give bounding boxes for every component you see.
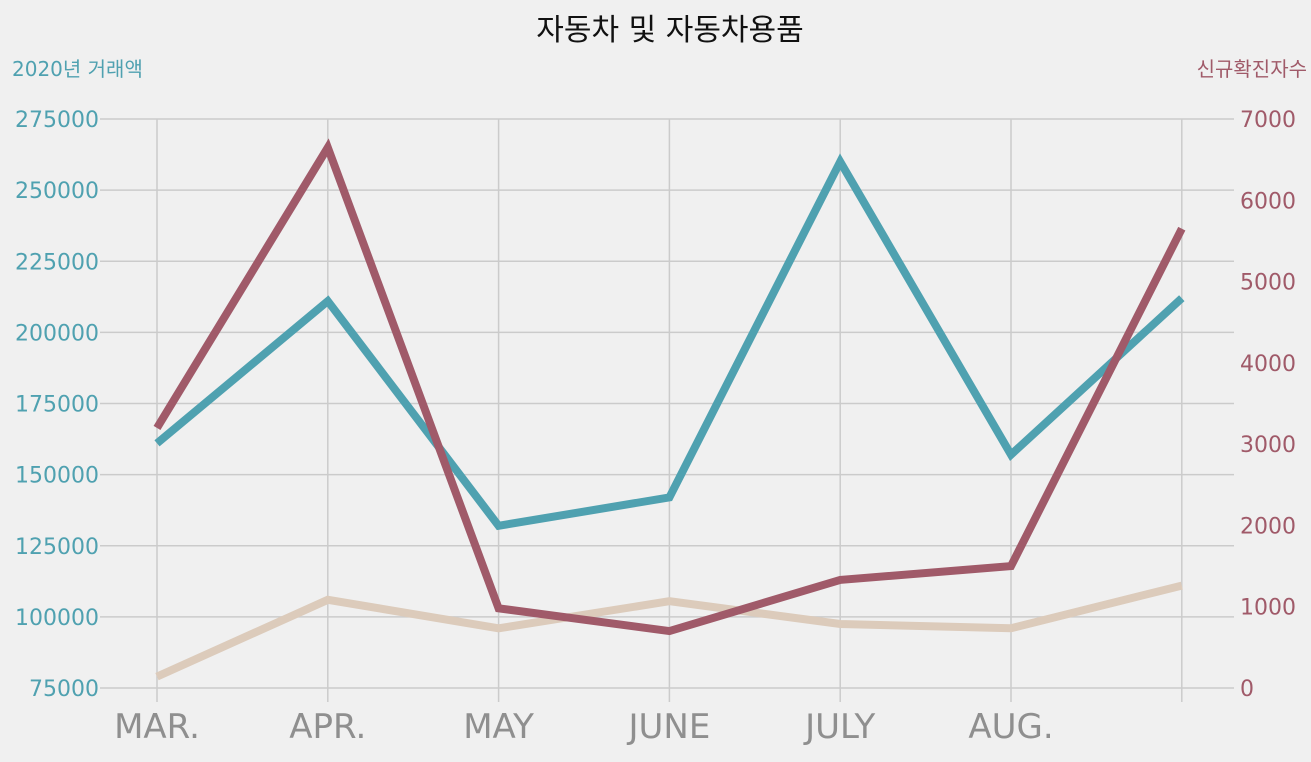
left-tick-label: 175000 — [15, 393, 99, 418]
left-tick-label: 275000 — [15, 108, 99, 133]
left-axis-label: 2020년 거래액 — [12, 57, 143, 81]
left-tick-label: 150000 — [15, 464, 99, 489]
left-tick-label: 75000 — [29, 677, 99, 702]
series-line-2 — [153, 138, 1186, 636]
right-tick-label: 5000 — [1240, 271, 1296, 296]
tick-labels: 75000 100000 125000 150000 175000 200000 22500… — [15, 108, 1296, 747]
left-tick-label: 225000 — [15, 250, 99, 275]
left-tick-label: 250000 — [15, 179, 99, 204]
left-tick-label: 200000 — [15, 321, 99, 346]
series-line-1 — [155, 581, 1183, 681]
right-tick-label: 6000 — [1240, 189, 1296, 214]
left-tick-label: 125000 — [15, 535, 99, 560]
right-axis-label: 신규확진자수 — [1197, 57, 1307, 81]
x-tick-label: JUNE — [626, 707, 710, 747]
right-tick-label: 4000 — [1240, 352, 1296, 377]
right-tick-label: 2000 — [1240, 514, 1296, 539]
x-tick-label: JULY — [803, 707, 875, 747]
series-line-0 — [154, 153, 1185, 531]
right-tick-label: 1000 — [1240, 596, 1296, 621]
x-tick-label: APR. — [289, 707, 366, 747]
x-tick-label: MAY — [463, 707, 534, 747]
right-tick-label: 0 — [1240, 677, 1254, 702]
right-tick-label: 7000 — [1240, 108, 1296, 133]
x-tick-label: MAR. — [114, 707, 200, 747]
right-tick-label: 3000 — [1240, 433, 1296, 458]
left-tick-label: 100000 — [15, 606, 99, 631]
series-lines — [153, 138, 1186, 681]
chart-title: 자동차 및 자동차용품 — [536, 13, 803, 48]
x-tick-label: AUG. — [968, 707, 1053, 747]
